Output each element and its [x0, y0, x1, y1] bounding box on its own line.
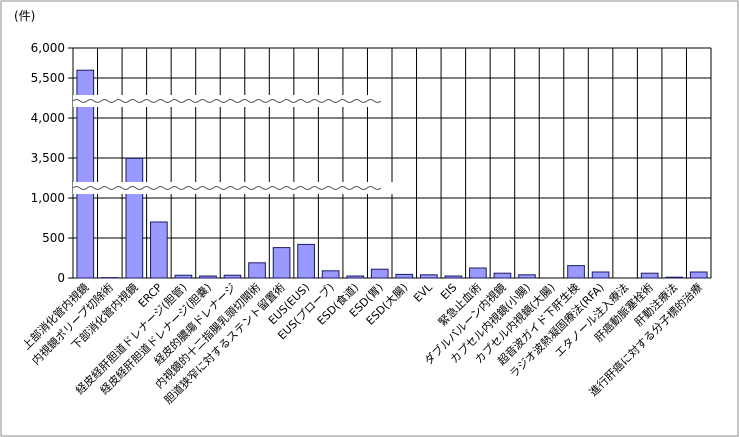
bar-26	[689, 271, 708, 279]
axis-break-upper-gap	[73, 95, 384, 107]
axis-break-upper	[72, 99, 382, 103]
bar-13	[370, 268, 389, 279]
bar-19	[518, 274, 536, 279]
gridlines	[68, 47, 712, 279]
axis-break-lower	[72, 186, 382, 190]
bar-5	[174, 274, 193, 279]
bar-4	[150, 221, 168, 279]
y-tick-label: 4,000	[31, 111, 65, 125]
axis-break-marks	[72, 95, 394, 194]
bar-16	[444, 275, 463, 279]
bar-3	[125, 157, 144, 279]
bar-7	[223, 274, 242, 279]
bar-10	[297, 243, 315, 279]
bar-25	[665, 276, 684, 279]
bar-8	[248, 262, 266, 279]
bar-15	[419, 274, 438, 279]
bar-12	[346, 275, 365, 279]
unit-label: (件)	[14, 9, 35, 23]
bar-17	[469, 267, 487, 279]
y-tick-label: 6,000	[31, 41, 65, 55]
y-tick-labels: 0 500 1,000 3,500 4,000 5,500 6,000	[31, 41, 65, 285]
bar-11	[321, 270, 340, 279]
bar-21	[567, 265, 585, 279]
bar-22	[591, 271, 610, 279]
y-tick-label: 1,000	[31, 191, 65, 205]
y-tick-label: 3,500	[31, 151, 65, 165]
bar-6	[199, 275, 217, 279]
bar-9	[272, 247, 291, 279]
y-tick-label: 500	[42, 231, 65, 245]
bar-14	[395, 273, 414, 279]
bar-1	[76, 69, 95, 279]
bar-24	[640, 272, 659, 279]
y-tick-label: 5,500	[31, 71, 65, 85]
y-tick-label: 0	[57, 271, 65, 285]
bar-18	[493, 272, 512, 279]
